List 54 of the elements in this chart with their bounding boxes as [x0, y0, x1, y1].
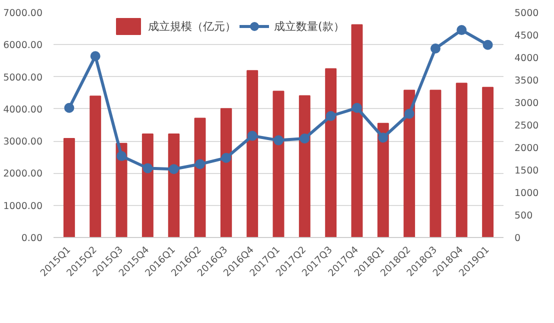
bar: [456, 82, 468, 238]
point: [482, 40, 493, 50]
bar: [404, 90, 416, 238]
legend-label: 成立数量(款）: [274, 18, 344, 34]
bar: [482, 86, 494, 238]
y2-tick-label: 0: [514, 233, 521, 244]
bar: [351, 24, 363, 238]
y2-tick-label: 2000: [514, 143, 539, 154]
y-tick-label: 4000.00: [3, 104, 43, 116]
y2-tick-label: 1000: [514, 188, 539, 199]
point: [221, 152, 232, 163]
point: [64, 102, 74, 113]
y2-tick-label: 4500: [514, 30, 539, 42]
bar: [90, 96, 102, 238]
y2-tick-label: 500: [514, 210, 533, 222]
point: [404, 108, 414, 119]
y-tick-label: 6000.00: [3, 40, 43, 52]
y-tick-label: 2000.00: [3, 168, 43, 180]
bar: [298, 95, 310, 238]
point: [274, 135, 284, 146]
point: [300, 134, 310, 144]
bar: [220, 108, 232, 238]
y-tick-label: 1000.00: [3, 200, 43, 212]
y-tick-label: 3000.00: [3, 136, 43, 148]
y-tick-label: 7000.00: [3, 8, 43, 19]
y2-tick-label: 2500: [514, 120, 539, 132]
bar: [377, 122, 389, 238]
point: [456, 25, 467, 36]
bar: [430, 90, 442, 238]
y2-tick-label: 3500: [514, 76, 539, 86]
y2-tick-label: 5000: [514, 8, 539, 19]
point: [142, 163, 153, 174]
y2-tick-label: 3000: [514, 98, 539, 109]
bar: [246, 70, 258, 238]
y-tick-label: 5000.00: [3, 72, 43, 84]
point: [90, 51, 100, 62]
point: [247, 130, 258, 141]
point: [116, 151, 127, 162]
y-tick-label: 0.00: [21, 233, 43, 244]
bar: [325, 68, 337, 238]
bar: [194, 118, 206, 238]
point: [378, 132, 388, 143]
point: [326, 111, 336, 121]
y2-tick-label: 1500: [514, 166, 539, 176]
y2-tick-label: 4000: [514, 53, 539, 64]
point: [195, 159, 206, 170]
legend-label: 成立規模（亿元）: [148, 18, 236, 34]
point: [168, 164, 179, 174]
bar: [168, 134, 180, 238]
bar: [272, 90, 284, 238]
point: [430, 44, 440, 54]
bar: [63, 138, 75, 238]
point: [352, 102, 362, 113]
bar: [142, 134, 154, 238]
